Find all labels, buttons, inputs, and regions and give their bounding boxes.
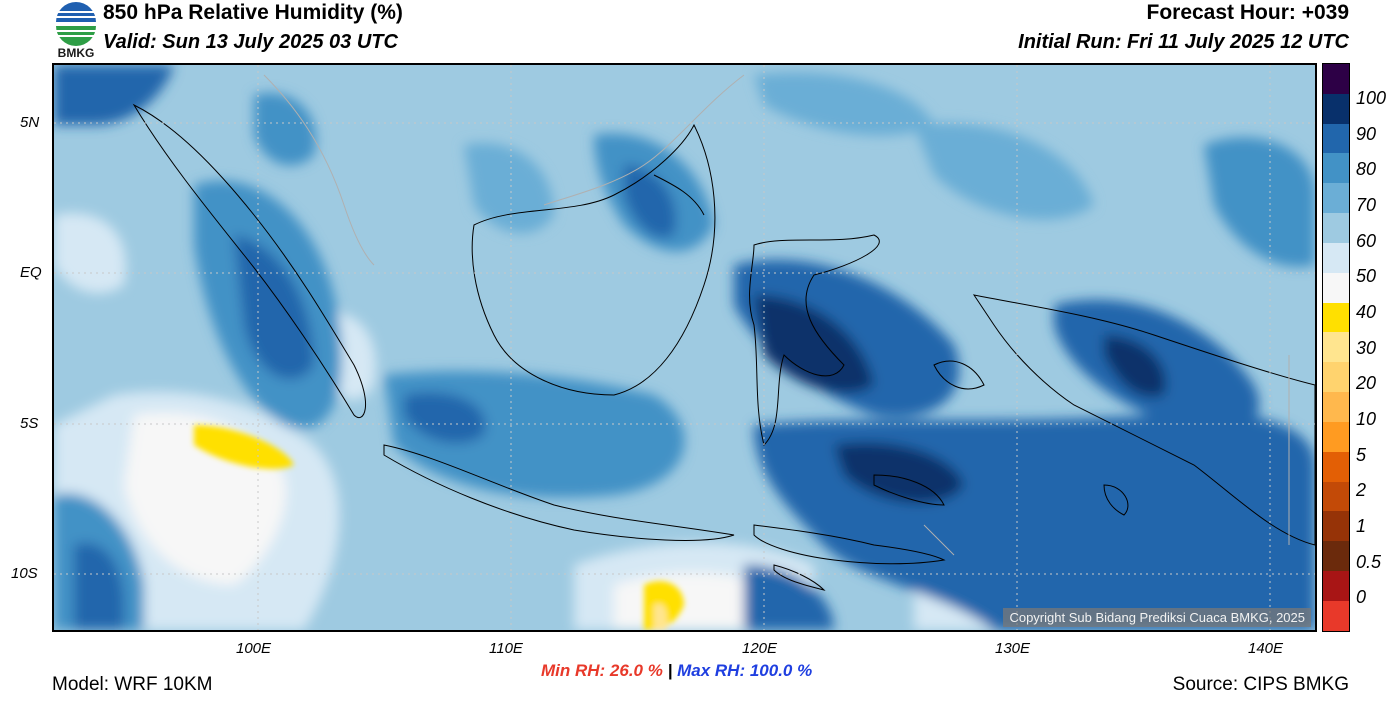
colorbar-band: [1323, 123, 1349, 154]
colorbar-band: [1323, 392, 1349, 422]
lon-tick-100e: 100E: [236, 640, 272, 657]
lat-tick-5s: 5S: [20, 415, 39, 432]
lon-tick-140e: 140E: [1248, 640, 1284, 657]
low-humidity-patches: [194, 425, 684, 630]
colorbar-band: [1323, 213, 1349, 243]
colorbar-band: [1323, 64, 1349, 94]
min-max-line: Min RH: 26.0 % | Max RH: 100.0 %: [541, 661, 812, 681]
colorbar-band: [1323, 93, 1349, 124]
colorbar-label: 50: [1356, 266, 1377, 286]
colorbar-band: [1323, 451, 1349, 482]
colorbar-label: 5: [1356, 445, 1367, 465]
colorbar-label: 0: [1356, 587, 1367, 607]
colorbar-label: 10: [1356, 409, 1377, 429]
separator: |: [667, 661, 673, 680]
colorbar-band: [1323, 272, 1349, 303]
colorbar-band: [1323, 511, 1349, 542]
colorbar-label: 20: [1356, 373, 1377, 393]
colorbar-label: 2: [1356, 480, 1367, 500]
coastlines: [132, 103, 1315, 591]
colorbar-label: 1: [1356, 516, 1367, 536]
colorbar-band: [1323, 183, 1349, 214]
bmkg-logo: BMKG: [52, 2, 100, 60]
forecast-hour: Forecast Hour: +039: [1146, 1, 1350, 24]
colorbar-band: [1323, 332, 1349, 363]
colorbar-label: 30: [1356, 338, 1377, 358]
colorbar-label: 60: [1356, 231, 1377, 251]
lat-tick-10s: 10S: [11, 565, 38, 582]
copyright-note: Copyright Sub Bidang Prediksi Cuaca BMKG…: [1003, 608, 1311, 627]
min-rh: Min RH: 26.0 %: [541, 661, 663, 680]
valid-time: Valid: Sun 13 July 2025 03 UTC: [103, 31, 398, 53]
colorbar-label: 80: [1356, 159, 1377, 179]
chart-title: 850 hPa Relative Humidity (%): [103, 1, 403, 24]
colorbar-band: [1323, 362, 1349, 393]
colorbar-band: [1323, 153, 1349, 184]
max-rh: Max RH: 100.0 %: [677, 661, 813, 680]
colorbar-label: 0.5: [1356, 552, 1382, 572]
lat-tick-5n: 5N: [20, 114, 40, 131]
lon-tick-130e: 130E: [995, 640, 1031, 657]
lat-tick-eq: EQ: [20, 264, 42, 281]
logo-text: BMKG: [58, 46, 95, 60]
graticule: [54, 65, 1315, 630]
colorbar-label: 90: [1356, 124, 1377, 144]
colorbar-label: 40: [1356, 302, 1377, 322]
source-label: Source: CIPS BMKG: [1172, 674, 1349, 695]
colorbar-label: 100: [1356, 88, 1387, 108]
colorbar-band: [1323, 242, 1349, 273]
colorbar-band: [1323, 421, 1349, 452]
colorbar-band: [1323, 481, 1349, 512]
colorbar-label: 70: [1356, 195, 1377, 215]
lon-tick-120e: 120E: [742, 640, 778, 657]
colorbar-band: [1323, 571, 1349, 601]
borders: [263, 74, 1290, 556]
colorbar-band: [1323, 600, 1349, 631]
colorbar-band: [1323, 541, 1349, 572]
model-label: Model: WRF 10KM: [52, 674, 213, 695]
lon-tick-110e: 110E: [489, 640, 523, 657]
humidity-map: Copyright Sub Bidang Prediksi Cuaca BMKG…: [52, 63, 1317, 632]
colorbar: [1322, 63, 1350, 632]
colorbar-band: [1323, 302, 1349, 333]
initial-run: Initial Run: Fri 11 July 2025 12 UTC: [1018, 31, 1349, 53]
